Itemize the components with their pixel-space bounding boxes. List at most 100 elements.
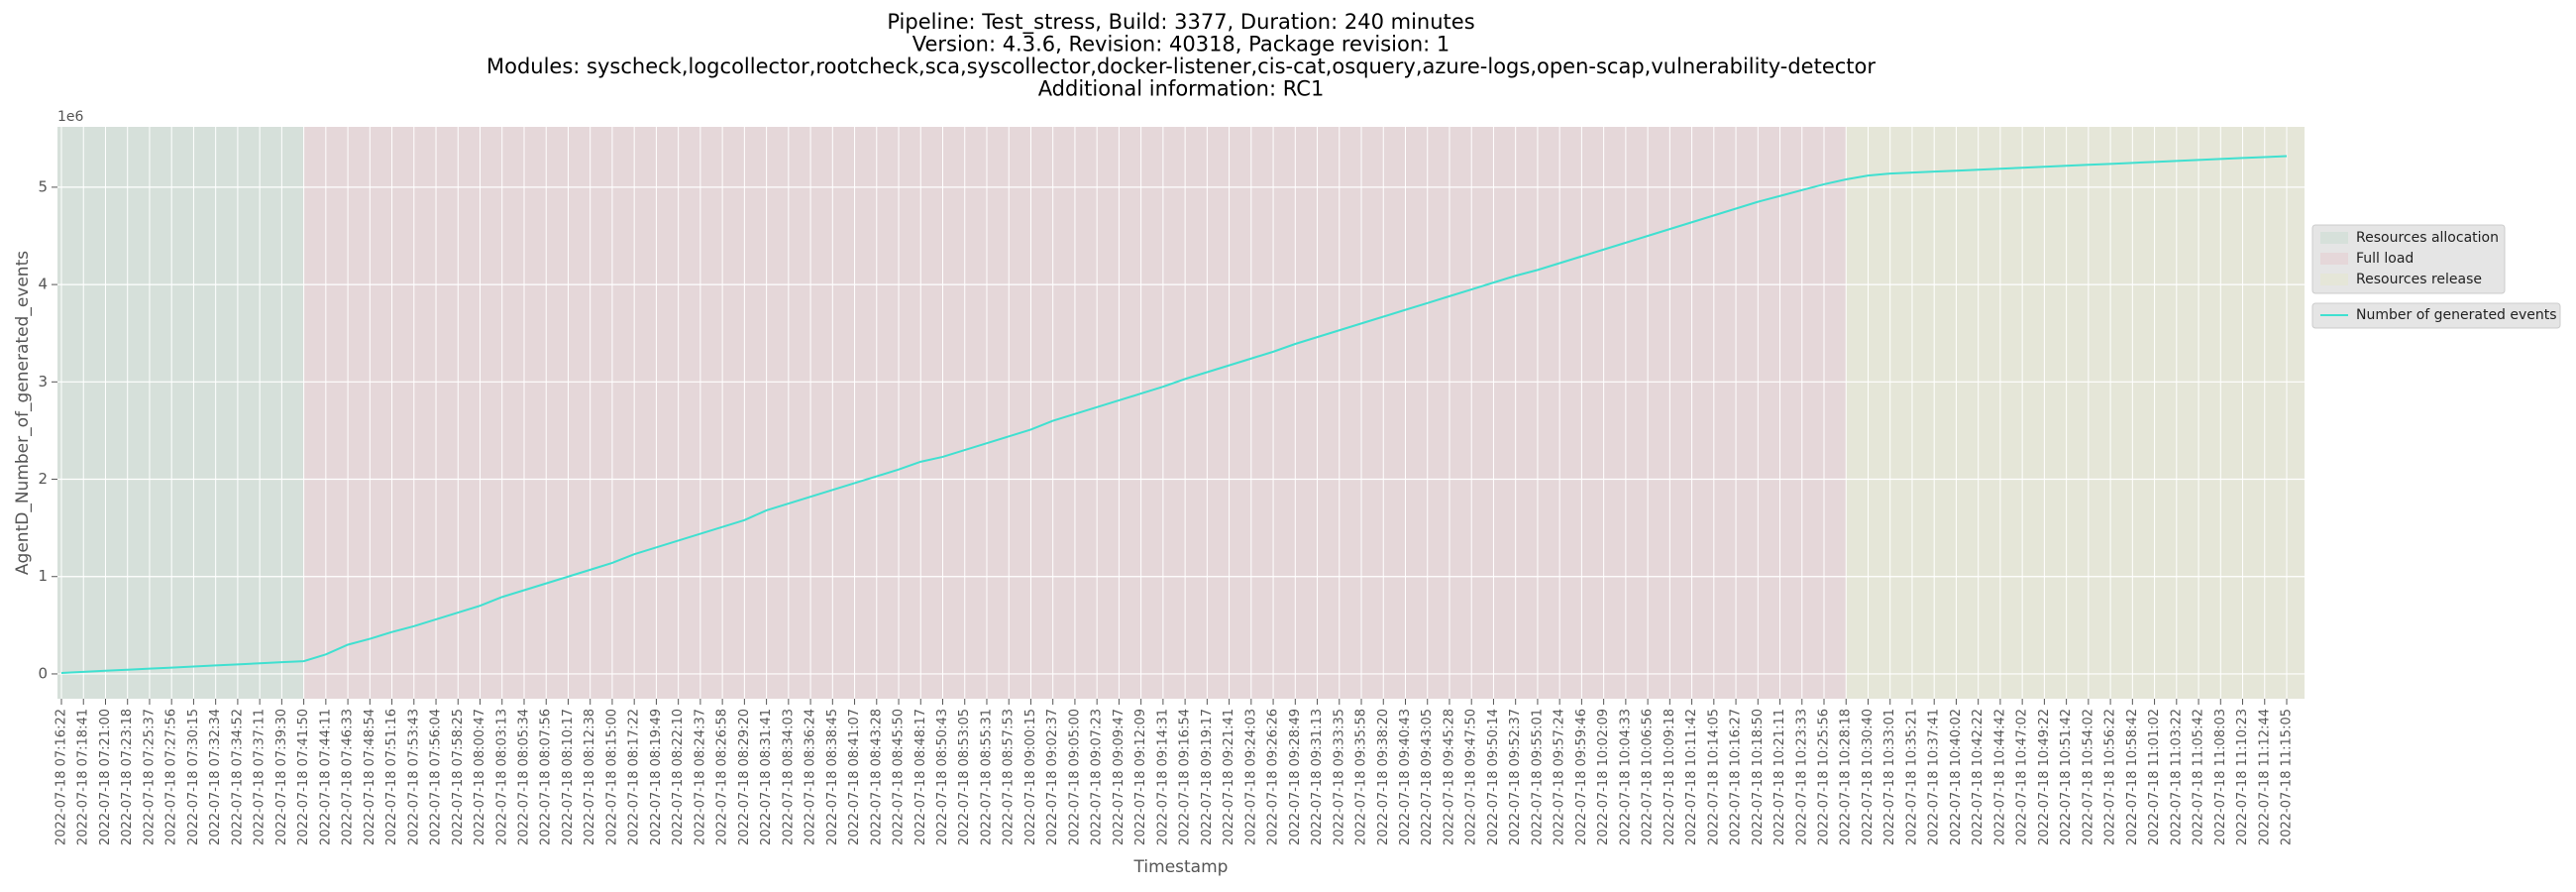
x-tick-label: 2022-07-18 09:33:35 [1332, 709, 1346, 845]
x-tick-label: 2022-07-18 11:01:02 [2147, 709, 2162, 845]
x-tick-label: 2022-07-18 07:41:50 [296, 709, 311, 845]
x-tick-label: 2022-07-18 09:12:09 [1133, 709, 1148, 845]
x-tick-label: 2022-07-18 07:27:56 [164, 709, 179, 845]
x-tick-label: 2022-07-18 10:16:27 [1729, 709, 1744, 845]
x-tick-label: 2022-07-18 07:34:52 [230, 709, 245, 845]
y-tick-label: 2 [38, 470, 48, 488]
x-tick-label: 2022-07-18 09:24:03 [1243, 709, 1258, 845]
x-tick-label: 2022-07-18 09:09:47 [1112, 709, 1127, 845]
x-tick-label: 2022-07-18 08:03:13 [494, 709, 509, 845]
x-tick-label: 2022-07-18 08:15:00 [604, 709, 619, 845]
x-tick-label: 2022-07-18 10:58:42 [2125, 709, 2140, 845]
x-tick-label: 2022-07-18 10:49:22 [2037, 709, 2052, 845]
x-tick-label: 2022-07-18 08:00:47 [473, 709, 487, 845]
x-tick-label: 2022-07-18 08:55:31 [979, 709, 994, 845]
x-tick-label: 2022-07-18 08:29:20 [737, 709, 752, 845]
x-tick-label: 2022-07-18 09:38:20 [1376, 709, 1391, 845]
chart-title: Additional information: RC1 [1038, 77, 1325, 101]
x-tick-label: 2022-07-18 08:36:24 [804, 709, 818, 845]
x-tick-label: 2022-07-18 09:07:23 [1090, 709, 1105, 845]
x-tick-label: 2022-07-18 11:12:44 [2257, 709, 2272, 845]
x-tick-label: 2022-07-18 08:31:41 [759, 709, 774, 845]
x-tick-label: 2022-07-18 07:25:37 [142, 709, 157, 845]
x-tick-label: 2022-07-18 10:28:18 [1839, 709, 1854, 845]
x-tick-label: 2022-07-18 07:23:18 [120, 709, 135, 845]
x-tick-label: 2022-07-18 07:46:33 [341, 709, 356, 845]
x-tick-label: 2022-07-18 09:45:28 [1442, 709, 1456, 845]
legend-label: Resources allocation [2356, 230, 2499, 246]
x-tick-label: 2022-07-18 07:48:54 [363, 709, 377, 845]
x-tick-label: 2022-07-18 09:00:15 [1023, 709, 1038, 845]
y-tick-label: 1 [38, 567, 48, 585]
x-tick-label: 2022-07-18 10:44:42 [1992, 709, 2007, 845]
x-axis-label: Timestamp [1133, 857, 1229, 877]
x-tick-label: 2022-07-18 10:37:41 [1927, 709, 1942, 845]
y-tick-label: 0 [38, 664, 48, 682]
data-line [60, 155, 2288, 674]
x-tick-label: 2022-07-18 08:43:28 [869, 709, 884, 845]
x-tick-label: 2022-07-18 07:16:22 [54, 709, 69, 845]
x-tick-label: 2022-07-18 07:39:30 [274, 709, 289, 845]
x-tick-label: 2022-07-18 09:35:58 [1354, 709, 1369, 845]
x-tick-label: 2022-07-18 08:12:38 [583, 709, 597, 845]
x-tick-label: 2022-07-18 08:26:58 [715, 709, 730, 845]
legend-swatch [2320, 232, 2348, 244]
legend-box [2311, 302, 2561, 329]
x-tick-label: 2022-07-18 08:48:17 [913, 709, 928, 845]
x-tick-label: 2022-07-18 09:05:00 [1067, 709, 1082, 845]
x-tick-label: 2022-07-18 10:25:56 [1817, 709, 1832, 845]
legend-label: Full load [2356, 251, 2414, 267]
x-tick-label: 2022-07-18 10:47:02 [2015, 709, 2030, 845]
legend-label: Resources release [2356, 272, 2482, 287]
x-tick-label: 2022-07-18 07:32:34 [208, 709, 223, 845]
chart-title: Pipeline: Test_stress, Build: 3377, Dura… [887, 10, 1474, 35]
x-tick-label: 2022-07-18 09:02:37 [1045, 709, 1060, 845]
x-tick-label: 2022-07-18 11:05:42 [2192, 709, 2206, 845]
x-tick-label: 2022-07-18 10:51:42 [2059, 709, 2074, 845]
x-tick-label: 2022-07-18 10:42:22 [1971, 709, 1986, 845]
legend-box [2311, 224, 2506, 294]
x-tick-label: 2022-07-18 09:40:43 [1398, 709, 1413, 845]
x-tick-label: 2022-07-18 08:50:43 [935, 709, 950, 845]
x-tick-label: 2022-07-18 09:21:41 [1222, 709, 1236, 845]
x-tick-label: 2022-07-18 08:38:45 [825, 709, 840, 845]
x-tick-label: 2022-07-18 09:14:31 [1155, 709, 1170, 845]
chart-title: Modules: syscheck,logcollector,rootcheck… [486, 55, 1876, 78]
x-tick-label: 2022-07-18 10:33:01 [1882, 709, 1897, 845]
legend-swatch [2320, 253, 2348, 265]
x-tick-label: 2022-07-18 07:30:15 [186, 709, 201, 845]
x-tick-label: 2022-07-18 10:35:21 [1904, 709, 1919, 845]
y-tick-label: 4 [38, 276, 48, 293]
x-tick-label: 2022-07-18 09:31:13 [1310, 709, 1325, 845]
x-tick-label: 2022-07-18 07:56:04 [429, 709, 444, 845]
legend-swatch [2320, 274, 2348, 285]
x-tick-label: 2022-07-18 11:10:23 [2235, 709, 2250, 845]
x-tick-label: 2022-07-18 09:52:37 [1508, 709, 1523, 845]
x-tick-label: 2022-07-18 08:53:05 [957, 709, 972, 845]
x-tick-label: 2022-07-18 07:21:00 [98, 709, 113, 845]
x-tick-label: 2022-07-18 10:02:09 [1596, 709, 1611, 845]
x-tick-label: 2022-07-18 10:04:33 [1618, 709, 1633, 845]
x-tick-label: 2022-07-18 11:03:22 [2169, 709, 2184, 845]
y-tick-label: 3 [38, 373, 48, 390]
x-tick-label: 2022-07-18 10:09:18 [1663, 709, 1677, 845]
legend-label: Number of generated events [2356, 307, 2557, 323]
chart-title: Version: 4.3.6, Revision: 40318, Package… [912, 33, 1450, 56]
y-axis-label: AgentD_Number_of_generated_events [13, 251, 33, 575]
x-tick-label: 2022-07-18 10:54:02 [2081, 709, 2095, 845]
x-tick-label: 2022-07-18 07:51:16 [384, 709, 399, 845]
x-tick-label: 2022-07-18 09:47:50 [1464, 709, 1479, 845]
x-tick-label: 2022-07-18 08:22:10 [671, 709, 686, 845]
x-tick-label: 2022-07-18 10:21:11 [1772, 709, 1787, 845]
x-tick-label: 2022-07-18 09:43:05 [1420, 709, 1435, 845]
x-tick-label: 2022-07-18 07:18:41 [76, 709, 91, 845]
x-tick-label: 2022-07-18 08:10:17 [561, 709, 576, 845]
x-tick-label: 2022-07-18 11:15:05 [2280, 709, 2295, 845]
x-tick-label: 2022-07-18 10:30:40 [1861, 709, 1876, 845]
phase-span [1846, 127, 2305, 699]
x-tick-label: 2022-07-18 09:50:14 [1486, 709, 1501, 845]
x-tick-label: 2022-07-18 10:14:05 [1706, 709, 1721, 845]
x-tick-label: 2022-07-18 09:59:46 [1574, 709, 1589, 845]
